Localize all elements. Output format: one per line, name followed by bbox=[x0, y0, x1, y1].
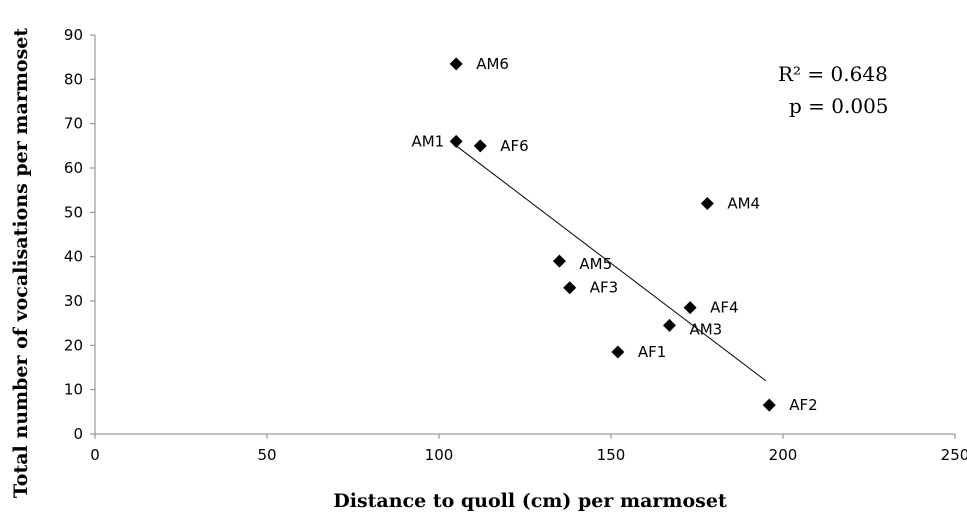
data-point-am4 bbox=[700, 196, 714, 210]
point-label-am1: AM1 bbox=[411, 132, 444, 150]
data-point-af1 bbox=[611, 345, 625, 359]
y-tick-label: 30 bbox=[64, 292, 83, 310]
point-label-am5: AM5 bbox=[579, 255, 612, 273]
axes: 0 10 20 30 40 50 60 70 80 90 0 50 100 150 200 250 bbox=[64, 26, 967, 464]
data-points bbox=[449, 57, 776, 412]
y-tick-label: 90 bbox=[64, 26, 83, 44]
y-tick-label: 80 bbox=[64, 70, 83, 88]
point-label-am6: AM6 bbox=[476, 55, 509, 73]
data-point-af2 bbox=[762, 398, 776, 412]
data-point-am3 bbox=[662, 318, 676, 332]
point-label-af1: AF1 bbox=[638, 343, 666, 361]
y-tick-label: 40 bbox=[64, 248, 83, 266]
x-tick-label: 150 bbox=[597, 446, 626, 464]
x-tick-label: 50 bbox=[257, 446, 276, 464]
data-point-af6 bbox=[473, 139, 487, 153]
y-tick-label: 0 bbox=[73, 425, 83, 443]
x-tick-label: 0 bbox=[90, 446, 100, 464]
point-label-am4: AM4 bbox=[727, 194, 760, 212]
point-label-am3: AM3 bbox=[689, 320, 722, 338]
data-point-am1 bbox=[449, 134, 463, 148]
x-axis-title: Distance to quoll (cm) per marmoset bbox=[333, 490, 727, 512]
y-tick-label: 10 bbox=[64, 381, 83, 399]
point-label-af6: AF6 bbox=[500, 137, 528, 155]
point-label-af2: AF2 bbox=[789, 396, 817, 414]
data-point-am6 bbox=[449, 57, 463, 71]
point-label-af4: AF4 bbox=[710, 299, 738, 317]
x-tick-label: 250 bbox=[941, 446, 967, 464]
data-point-af4 bbox=[683, 301, 697, 315]
p-value-annotation: p = 0.005 bbox=[789, 94, 889, 118]
x-tick-label: 200 bbox=[769, 446, 798, 464]
y-tick-label: 70 bbox=[64, 115, 83, 133]
x-tick-label: 100 bbox=[425, 446, 454, 464]
data-point-af3 bbox=[563, 281, 577, 295]
y-tick-label: 50 bbox=[64, 203, 83, 221]
data-point-am5 bbox=[552, 254, 566, 268]
trendline bbox=[455, 145, 767, 382]
point-labels: AM6 AM1 AF6 AM4 AM5 AF3 AF4 AM3 AF1 AF2 bbox=[411, 55, 817, 414]
y-tick-label: 20 bbox=[64, 336, 83, 354]
y-tick-label: 60 bbox=[64, 159, 83, 177]
trendline-group bbox=[455, 145, 767, 382]
point-label-af3: AF3 bbox=[590, 279, 618, 297]
y-axis-title: Total number of vocalisations per marmos… bbox=[10, 28, 32, 499]
r-squared-annotation: R² = 0.648 bbox=[778, 62, 888, 86]
